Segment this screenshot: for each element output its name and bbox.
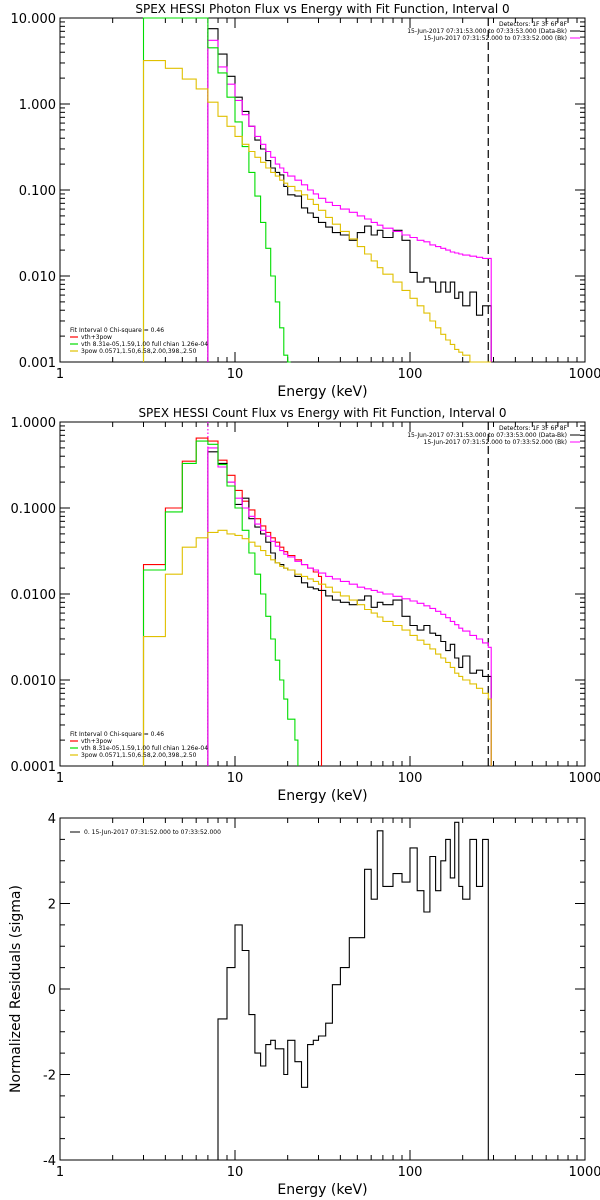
x-axis-label: Energy (keV)	[277, 1182, 367, 1198]
legend-bottomleft-text: Fit Interval 0 Chi-square = 0.46	[70, 327, 164, 334]
legend-topleft-text: 0. 15-Jun-2017 07:31:52.000 to 07:33:52.…	[84, 829, 221, 836]
x-tick-label: 100	[398, 1165, 423, 1180]
chart-title: SPEX HESSI Count Flux vs Energy with Fit…	[138, 406, 506, 420]
data-series-line	[207, 39, 492, 362]
data-series-line	[142, 17, 291, 363]
x-tick-label: 100	[398, 367, 423, 382]
data-series-line	[207, 447, 492, 766]
y-tick-label: 0.0001	[11, 760, 57, 775]
x-tick-label: 1	[56, 771, 64, 786]
legend-bottomleft-text: 3pow 0.0571,1.50,6.58,2.00,398.,2.50	[81, 348, 197, 355]
y-tick-label: 0.010	[19, 270, 56, 285]
data-series-line	[207, 451, 492, 766]
y-tick-label: 0.0100	[11, 588, 57, 603]
y-tick-label: 4	[48, 812, 56, 827]
legend-bottomleft-text: vth+3pow	[81, 334, 112, 341]
legend-topright-text: Detectors: 1F 3F 6F 8F	[499, 425, 568, 432]
data-series-line	[142, 440, 299, 766]
x-axis-label: Energy (keV)	[277, 384, 367, 400]
chart-title: SPEX HESSI Photon Flux vs Energy with Fi…	[135, 2, 509, 16]
y-tick-label: 1.000	[19, 98, 56, 113]
legend-bottomleft-text: vth 8.31e-05,1.59,1.00 full chian 1.26e-…	[81, 745, 208, 752]
x-tick-label: 100	[398, 771, 423, 786]
legend-bottomleft-text: 3pow 0.0571,1.50,6.58,2.00,398.,2.50	[81, 752, 197, 759]
legend-bottomleft-text: vth+3pow	[81, 738, 112, 745]
x-tick-label: 1	[56, 1165, 64, 1180]
y-tick-label: -2	[43, 1069, 56, 1084]
y-axis-label: Normalized Residuals (sigma)	[8, 885, 24, 1093]
legend-bottomleft-text: Fit Interval 0 Chi-square = 0.46	[70, 731, 164, 738]
x-tick-label: 1	[56, 367, 64, 382]
x-tick-label: 10	[227, 367, 244, 382]
y-tick-label: 0	[48, 983, 56, 998]
legend-topright-text: 15-Jun-2017 07:31:53.000 to 07:33:53.000…	[407, 432, 567, 439]
data-series-line	[207, 821, 492, 1161]
data-series-line	[142, 529, 492, 766]
x-tick-label: 1000	[568, 771, 600, 786]
y-tick-label: 0.0010	[11, 674, 57, 689]
legend-topright-text: 15-Jun-2017 07:31:52.000 to 07:33:52.000…	[424, 439, 567, 446]
y-tick-label: 10.000	[11, 12, 57, 27]
plot-frame	[59, 817, 586, 1161]
y-tick-label: 0.1000	[11, 502, 57, 517]
legend-topright-text: 15-Jun-2017 07:31:53.000 to 07:33:53.000…	[407, 28, 567, 35]
y-tick-label: 0.100	[19, 184, 56, 199]
x-tick-label: 1000	[568, 367, 600, 382]
x-tick-label: 1000	[568, 1165, 600, 1180]
y-tick-label: -4	[43, 1154, 56, 1169]
x-tick-label: 10	[227, 1165, 244, 1180]
data-series-line	[142, 437, 323, 766]
legend-bottomleft-text: vth 8.31e-05,1.59,1.00 full chian 1.26e-…	[81, 341, 208, 348]
y-tick-label: 2	[48, 898, 56, 913]
legend-topright-text: Detectors: 1F 3F 6F 8F	[499, 21, 568, 28]
x-axis-label: Energy (keV)	[277, 788, 367, 804]
plot-frame	[59, 17, 586, 363]
x-tick-label: 10	[227, 771, 244, 786]
data-series-line	[207, 28, 492, 362]
legend-topright-text: 15-Jun-2017 07:31:52.000 to 07:33:52.000…	[424, 35, 567, 42]
data-series-line	[142, 60, 492, 363]
plot-frame	[59, 421, 586, 767]
y-tick-label: 0.001	[19, 356, 56, 371]
y-tick-label: 1.0000	[11, 416, 57, 431]
